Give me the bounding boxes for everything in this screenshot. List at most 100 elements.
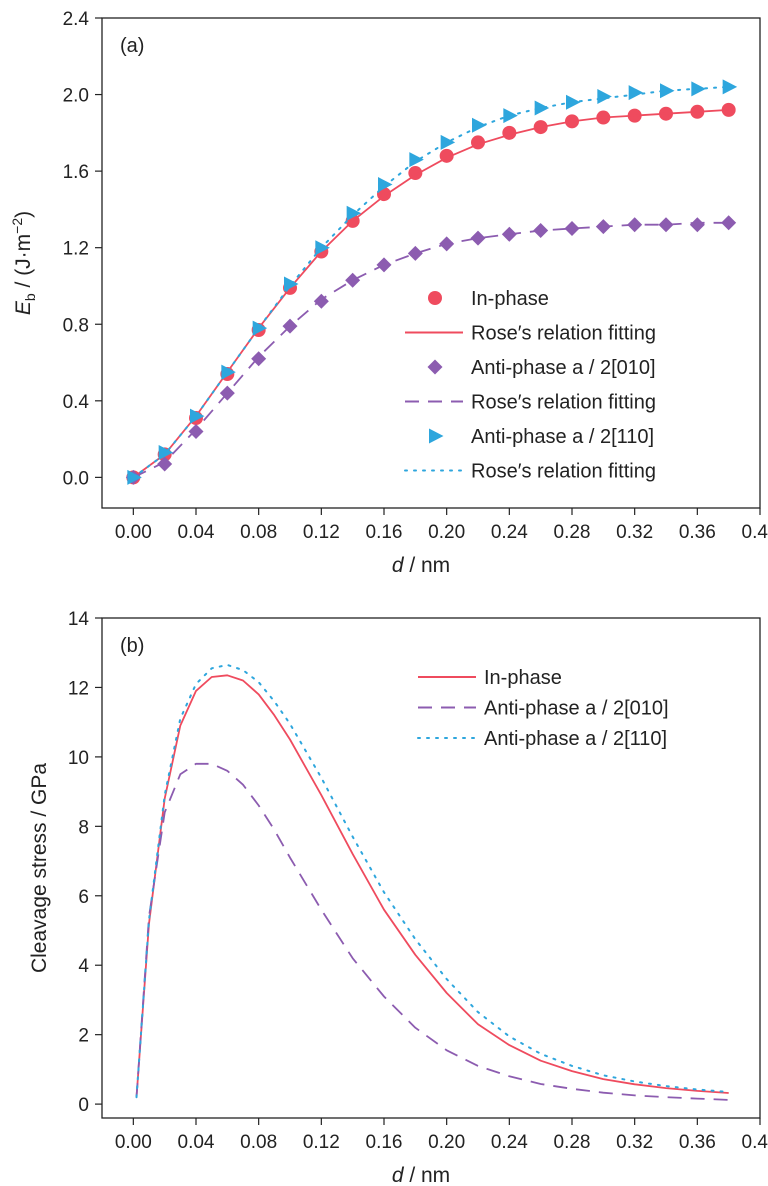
legend-label: In-phase [484,667,562,689]
x-tick-label: 0.40 [742,522,768,543]
legend-item: Anti-phase a / 2[110] [429,426,654,448]
y-tick-label: 2.4 [63,9,90,30]
y-axis-title-unit: / (J·m [12,234,35,293]
data-point [534,100,550,116]
chart-panel-a: 0.00 0.04 0.08 0.12 0.16 0.20 0.24 0.28 0.32 0.36… [9,9,768,577]
plot-frame [101,17,761,509]
y-axis-title-sub: b [22,293,38,301]
data-point [440,134,456,150]
data-point [689,217,705,233]
x-tick-label: 0.20 [428,1132,465,1153]
series-line [132,221,729,479]
y-tick-label: 8 [78,817,89,838]
y-axis-title: Cleavage stress / GPa [28,763,51,973]
x-axis-title: d / nm [392,554,450,577]
y-tick-label: 0.8 [63,315,89,336]
series-4 [132,221,729,479]
legend-item: Rose′s relation fitting [405,392,656,414]
legend: In-phase Rose′s relation fitting Anti-phas… [404,288,656,483]
y-tick-label: 0.0 [63,468,89,489]
x-tick-label: 0.00 [115,522,152,543]
series-1 [135,674,729,1098]
x-tick-label: 0.40 [742,1132,768,1153]
y-tick-label: 10 [68,748,89,769]
data-point [190,408,205,424]
x-axis-title-unit: / nm [404,1164,451,1186]
y-axis-title: Eb / (J·m−2) [9,211,38,315]
x-axis-title-var: d [392,554,405,577]
legend-label: Anti-phase a / 2[010] [471,357,656,379]
x-tick-label: 0.08 [240,522,277,543]
x-tick-label: 0.12 [303,522,340,543]
data-point [313,293,329,309]
legend-item: Anti-phase a / 2[110] [417,728,667,750]
y-tick-label: 4 [78,956,89,977]
y-tick-label: 12 [68,678,89,699]
legend-label: In-phase [471,288,549,310]
legend-item: Rose′s relation fitting [404,461,656,483]
data-point [157,456,173,472]
panel-label: (a) [120,35,144,57]
series-line [132,85,730,479]
series-2 [132,109,729,479]
x-axis-title-unit: / nm [404,554,451,577]
series-line [135,663,730,1099]
data-point [345,272,361,288]
data-point [721,215,737,231]
legend-item: In-phase [418,667,562,689]
y-tick-label: 0 [78,1095,89,1116]
series-5 [127,79,738,485]
x-tick-label: 0.16 [366,522,403,543]
legend: In-phase Anti-phase a / 2[010] Anti-phase … [417,667,669,750]
series-3 [135,663,730,1099]
legend-item: Anti-phase a / 2[010] [418,698,669,720]
series-2 [135,762,729,1101]
chart-panel-b: 0.00 0.04 0.08 0.12 0.16 0.20 0.24 0.28 0.32 0.36… [28,609,768,1186]
y-tick-label: 1.6 [63,162,89,183]
legend-label: Rose′s relation fitting [471,323,656,345]
data-point [660,83,675,99]
y-axis-title-close: ) [12,211,35,218]
data-point [188,423,204,439]
legend-item: Anti-phase a / 2[010] [427,357,656,379]
data-point [470,230,486,246]
legend-label: Anti-phase a / 2[010] [484,698,669,720]
x-tick-label: 0.04 [178,1132,215,1153]
x-tick-label: 0.32 [616,1132,653,1153]
y-tick-label: 1.2 [63,239,89,260]
legend-label: Rose′s relation fitting [471,461,656,483]
x-tick-label: 0.08 [240,1132,277,1153]
x-tick-label: 0.28 [554,522,591,543]
x-tick-label: 0.28 [554,1132,591,1153]
x-tick-label: 0.20 [428,522,465,543]
data-point [346,205,362,221]
data-point [407,245,423,261]
y-tick-label: 0.4 [63,392,90,413]
x-tick-label: 0.24 [491,522,528,543]
y-tick-label: 2 [78,1026,89,1047]
legend-label: Rose′s relation fitting [471,392,656,414]
y-tick-label: 14 [68,609,90,630]
series-line [135,762,729,1101]
series-line [135,674,729,1098]
data-point [564,221,580,237]
plot-frame [101,617,761,1119]
y-tick-label: 6 [78,887,89,908]
y-axis-title-sup: −2 [9,218,25,234]
series-line [132,109,729,479]
x-tick-label: 0.36 [679,1132,716,1153]
data-point [658,217,674,233]
x-axis-title-var: d [392,1164,405,1186]
y-axis-title-var: E [12,300,35,315]
x-tick-label: 0.00 [115,1132,152,1153]
x-axis-title: d / nm [392,1164,450,1186]
data-point [221,364,236,380]
data-point [628,85,644,101]
data-point [597,88,612,104]
data-point [722,79,738,95]
legend-item: In-phase [428,288,549,310]
legend-label: Anti-phase a / 2[110] [471,426,654,448]
x-tick-label: 0.12 [303,1132,340,1153]
legend-swatch [428,291,442,305]
